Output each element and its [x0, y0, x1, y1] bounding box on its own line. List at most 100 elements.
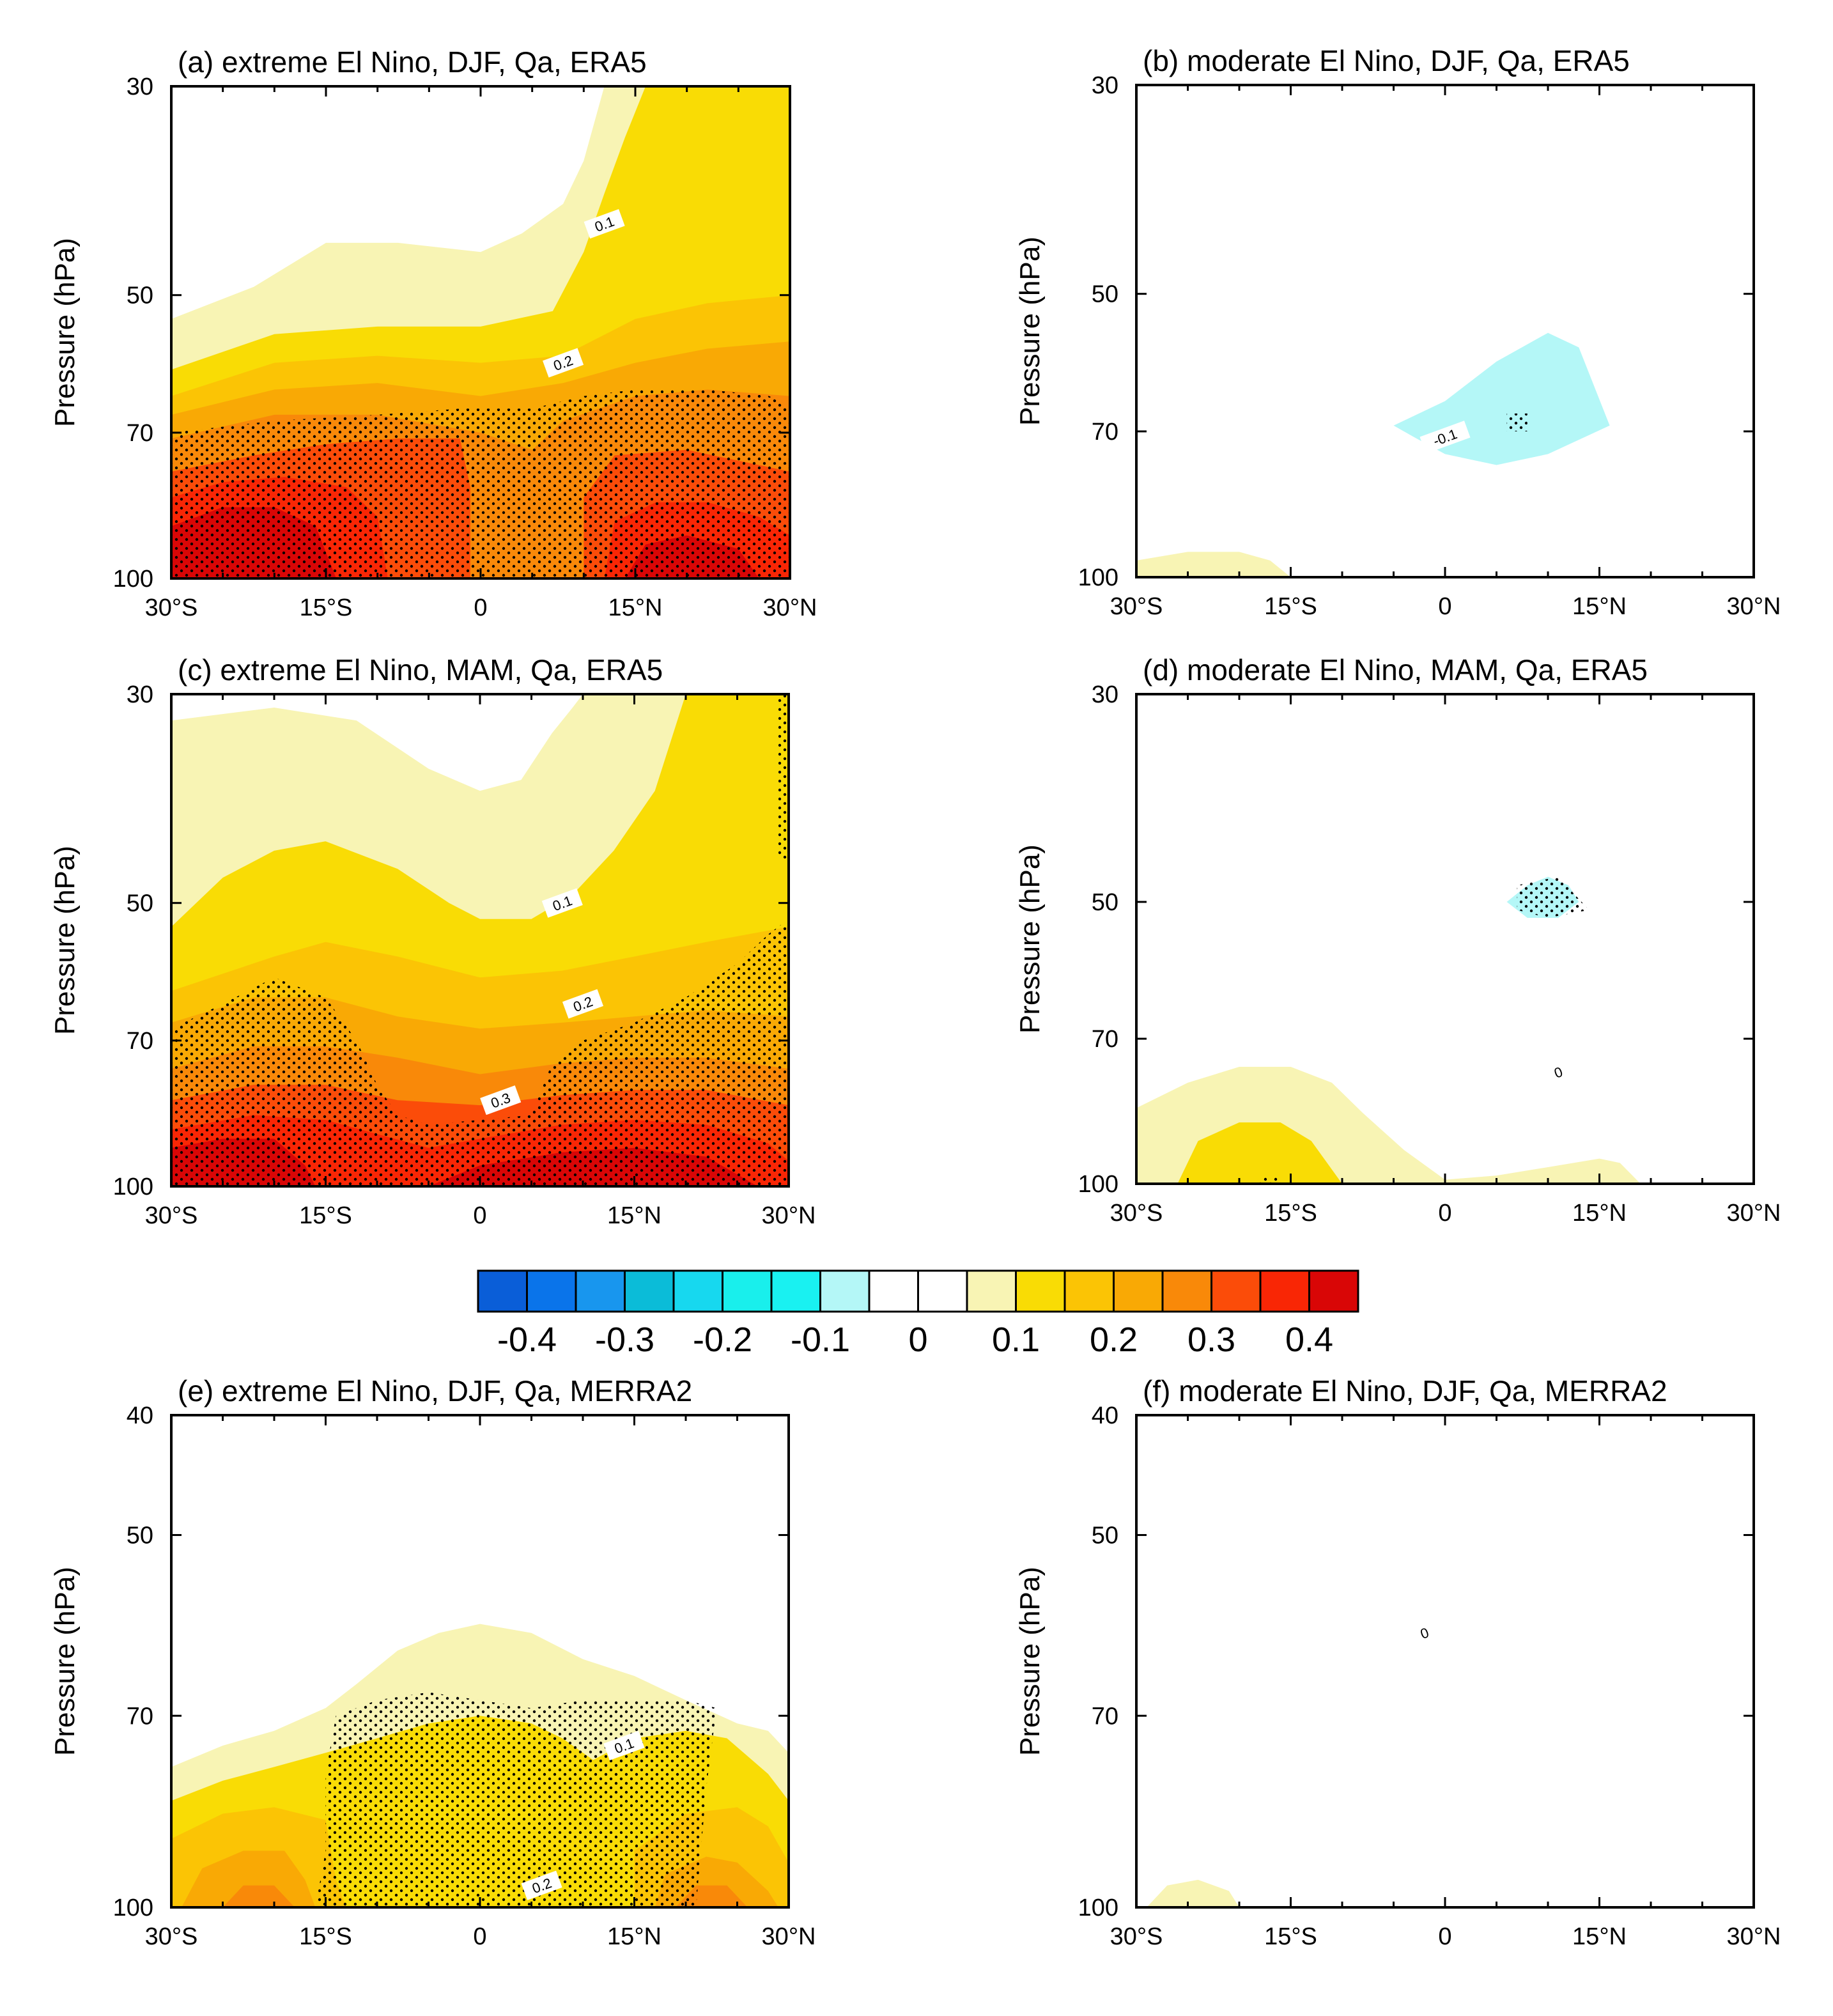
x-tick-label: 30°S	[1110, 1923, 1163, 1950]
x-tick-label: 15°N	[607, 1202, 661, 1229]
x-tick-label: 30°N	[762, 1202, 816, 1229]
y-axis-label: Pressure (hPa)	[49, 1567, 81, 1756]
x-tick-label: 30°N	[1727, 1923, 1781, 1950]
colorbar-cell	[1210, 1269, 1262, 1313]
y-tick-label: 70	[1092, 1703, 1118, 1730]
y-axis-label: Pressure (hPa)	[1014, 236, 1046, 426]
colorbar-cell	[1063, 1269, 1115, 1313]
x-tick-label: 0	[474, 594, 487, 621]
y-axis-label: Pressure (hPa)	[1014, 1567, 1046, 1756]
filled-contours: 0.10.20.3	[171, 694, 789, 1186]
y-tick-label: 70	[127, 1028, 153, 1055]
x-tick-label: 15°S	[1264, 1923, 1317, 1950]
x-tick-label: 15°S	[299, 1923, 352, 1950]
x-tick-label: 30°N	[1727, 1200, 1781, 1227]
colorbar-cell	[672, 1269, 723, 1313]
y-tick-label: 100	[113, 1174, 153, 1200]
colorbar-cell	[819, 1269, 870, 1313]
x-tick-label: 15°S	[1264, 593, 1317, 620]
y-tick-label: 30	[127, 74, 153, 100]
colorbar-tick-label: -0.1	[791, 1321, 850, 1359]
panel-title: (a) extreme El Nino, DJF, Qa, ERA5	[178, 45, 647, 79]
y-tick-label: 100	[1078, 1895, 1118, 1921]
colorbar-tick-label: 0.4	[1285, 1321, 1333, 1359]
colorbar-cell	[1161, 1269, 1212, 1313]
y-tick-label: 50	[127, 890, 153, 917]
contour-band-3	[1177, 1122, 1342, 1184]
x-tick-label: 15°N	[607, 1923, 661, 1950]
panel-title: (b) moderate El Nino, DJF, Qa, ERA5	[1143, 44, 1630, 77]
panel-b: -0.1 30°S 15°S 0 15°N 30°N 30 50 70 100 (b) modera…	[1014, 44, 1781, 620]
significance-stipple	[171, 389, 790, 578]
colorbar-cell	[477, 1269, 528, 1313]
x-tick-label: 30°N	[1727, 593, 1781, 620]
y-tick-label: 100	[1078, 564, 1118, 591]
x-tick-label: 0	[1438, 1200, 1451, 1227]
filled-contours: 0.10.2	[171, 1624, 789, 1907]
colorbar-tick-label: 0.2	[1090, 1321, 1138, 1359]
x-tick-label: 30°N	[763, 594, 817, 621]
y-tick-label: 40	[1092, 1402, 1118, 1429]
significance-stipple	[315, 1692, 717, 1907]
x-tick-label: 15°S	[300, 594, 353, 621]
panel-title: (f) moderate El Nino, DJF, Qa, MERRA2	[1143, 1374, 1667, 1407]
colorbar-cell	[722, 1269, 773, 1313]
colorbar-cell	[526, 1269, 577, 1313]
filled-contours: 0	[1136, 694, 1754, 1184]
x-tick-label: 30°S	[1110, 1200, 1163, 1227]
contour-band-0	[1147, 1879, 1239, 1907]
contour-band-2	[1136, 552, 1291, 577]
y-axis-label: Pressure (hPa)	[1014, 844, 1046, 1034]
panel-title: (d) moderate El Nino, MAM, Qa, ERA5	[1143, 653, 1648, 686]
x-tick-label: 0	[473, 1202, 486, 1229]
colorbar-tick-label: -0.2	[693, 1321, 752, 1359]
colorbar-cell	[1113, 1269, 1164, 1313]
panel-a: 0.10.2 30°S 15°S 0 15°N 30°N 30 50 70 100 (a) extr…	[49, 45, 817, 621]
colorbar-tick-label: -0.4	[497, 1321, 557, 1359]
y-tick-label: 100	[113, 1895, 153, 1921]
panel-f: 0 30°S 15°S 0 15°N 30°N 40 50 70 100 (f) moderate …	[1014, 1374, 1781, 1950]
colorbar-cell	[1308, 1269, 1359, 1313]
colorbar-cell	[1259, 1269, 1310, 1313]
colorbar-cell	[966, 1269, 1017, 1313]
x-tick-label: 15°N	[1572, 1923, 1627, 1950]
y-tick-label: 50	[1092, 1523, 1118, 1549]
panel-c: 0.10.20.3 30°S 15°S 0 15°N 30°N 30 50 70 100 (c) e…	[49, 653, 816, 1229]
y-tick-label: 50	[127, 283, 153, 309]
plot-background	[1136, 1415, 1754, 1907]
colorbar-cell	[917, 1269, 968, 1313]
contour-label: 0	[1547, 1060, 1570, 1083]
colorbar-tick-label: -0.3	[595, 1321, 654, 1359]
colorbar: -0.4 -0.3 -0.2 -0.1 0 0.1 0.2 0.3 0.4	[477, 1269, 1359, 1359]
significance-stipple	[1260, 1177, 1281, 1183]
y-tick-label: 50	[1092, 281, 1118, 308]
y-tick-label: 30	[1092, 681, 1118, 708]
x-tick-label: 30°S	[145, 594, 198, 621]
filled-contours: -0.1	[1136, 159, 1754, 577]
contour-band-0	[1373, 694, 1754, 989]
contour-band-4	[182, 1850, 316, 1907]
y-tick-label: 70	[127, 420, 153, 447]
colorbar-cell	[770, 1269, 821, 1313]
x-tick-label: 15°S	[1264, 1200, 1317, 1227]
y-tick-label: 40	[127, 1402, 153, 1429]
significance-stipple	[171, 919, 789, 1186]
y-tick-label: 100	[113, 566, 153, 593]
panel-d: 0 30°S 15°S 0 15°N 30°N 30 50 70 100 (d) moderate …	[1014, 653, 1781, 1227]
x-tick-label: 0	[1438, 1923, 1451, 1950]
y-tick-label: 30	[127, 681, 153, 708]
significance-stipple	[1506, 413, 1528, 431]
panel-e: 0.10.2 30°S 15°S 0 15°N 30°N 40 50 70 100 (e) extr…	[49, 1374, 816, 1950]
y-tick-label: 50	[127, 1523, 153, 1549]
colorbar-cell	[868, 1269, 919, 1313]
x-tick-label: 30°S	[145, 1202, 198, 1229]
contour-label: 0	[1413, 1622, 1435, 1645]
panel-title: (c) extreme El Nino, MAM, Qa, ERA5	[178, 653, 663, 686]
significance-stipple	[778, 694, 789, 860]
y-tick-label: 100	[1078, 1171, 1118, 1198]
colorbar-cell	[1015, 1269, 1066, 1313]
x-tick-label: 0	[473, 1923, 486, 1950]
x-tick-label: 15°N	[608, 594, 663, 621]
x-tick-label: 30°S	[145, 1923, 198, 1950]
